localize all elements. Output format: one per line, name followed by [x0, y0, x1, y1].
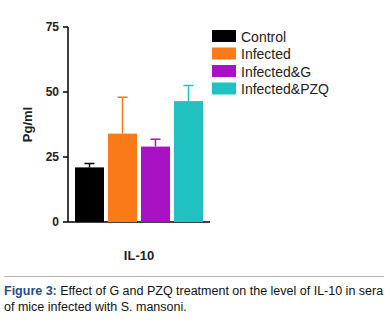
y-axis — [67, 27, 69, 222]
bar — [174, 101, 203, 222]
y-tick-label: 0 — [52, 215, 59, 229]
y-tick — [63, 26, 68, 28]
legend-label: Control — [241, 29, 286, 45]
legend-label: Infected&G — [241, 64, 311, 80]
y-tick-label: 50 — [46, 85, 60, 99]
legend-label: Infected — [241, 46, 291, 62]
error-bar — [184, 86, 194, 102]
y-label: Pg/ml — [20, 107, 35, 142]
error-bar — [151, 139, 161, 146]
legend-label: Infected&PZQ — [241, 81, 329, 97]
caption: Figure 3: Effect of G and PZQ treatment … — [4, 276, 384, 315]
y-tick — [63, 91, 68, 93]
legend-swatch — [212, 83, 236, 95]
bar — [75, 167, 104, 222]
bar — [108, 134, 137, 222]
error-bar — [85, 164, 95, 168]
error-bar — [118, 97, 128, 133]
y-tick-label: 75 — [46, 20, 60, 34]
y-tick — [63, 156, 68, 158]
y-tick-label: 25 — [46, 150, 60, 164]
legend-swatch — [212, 48, 236, 60]
legend-swatch — [212, 30, 236, 42]
caption-text: Effect of G and PZQ treatment on the lev… — [4, 284, 383, 314]
bar — [141, 147, 170, 222]
y-tick — [63, 221, 68, 223]
legend-swatch — [212, 65, 236, 77]
caption-label: Figure 3: — [4, 284, 57, 298]
x-tick-label: IL-10 — [124, 248, 154, 263]
